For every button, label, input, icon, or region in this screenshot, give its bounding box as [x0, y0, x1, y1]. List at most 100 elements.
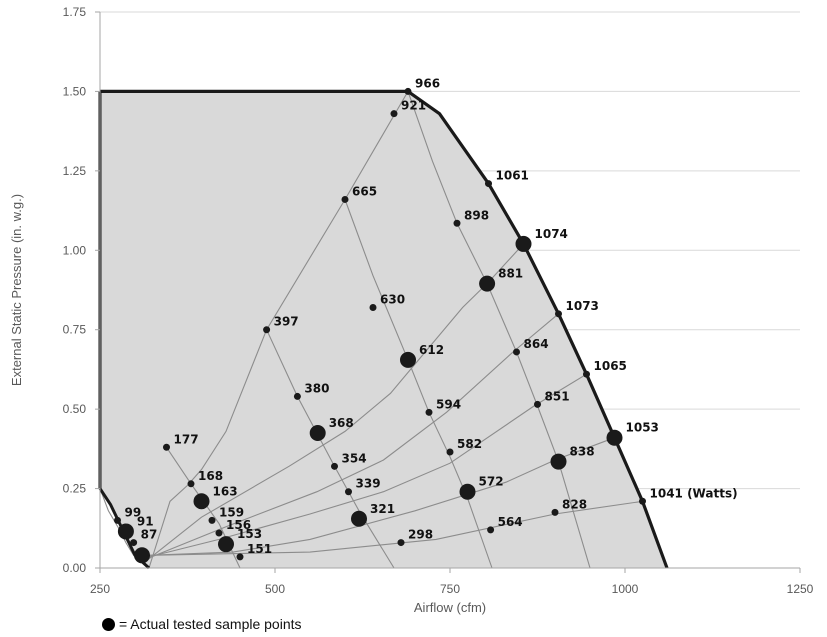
tested-sample-point: [193, 493, 210, 510]
data-point: [163, 443, 170, 451]
data-point: [215, 529, 223, 537]
data-label: 1041 (Watts): [650, 486, 738, 500]
y-tick-label: 0.25: [63, 482, 87, 496]
operating-region: [100, 91, 667, 569]
data-label: 168: [198, 469, 223, 483]
data-point: [639, 497, 646, 505]
data-point: [397, 539, 405, 547]
data-label: 594: [436, 397, 461, 411]
tested-sample-point: [550, 453, 567, 470]
x-tick-label: 1000: [612, 582, 639, 596]
data-label: 564: [498, 515, 523, 529]
x-tick-label: 500: [265, 582, 285, 596]
data-label: 368: [329, 416, 354, 430]
data-label: 921: [401, 99, 426, 113]
data-point: [534, 400, 541, 408]
data-label: 612: [419, 343, 444, 357]
data-label: 87: [141, 528, 158, 542]
data-point: [453, 219, 461, 227]
data-label: 1053: [626, 421, 659, 435]
data-point: [404, 87, 412, 95]
data-label: 159: [219, 505, 244, 519]
axes: 0.00 0.25 0.50 0.75 1.00 1.25 1.50 1.75 250 500 75…: [63, 5, 814, 596]
data-label: 898: [464, 208, 489, 222]
data-label: 1074: [535, 227, 568, 241]
data-point: [263, 326, 271, 334]
y-tick-label: 0.75: [63, 323, 87, 337]
data-label: 1073: [566, 299, 599, 313]
data-point: [551, 508, 559, 516]
performance-curve: [148, 373, 587, 558]
performance-curve: [407, 91, 591, 569]
operating-region-boundary: [100, 89, 669, 569]
tested-sample-point: [351, 510, 367, 527]
data-point: [293, 392, 301, 400]
data-point: [446, 448, 454, 456]
y-tick-label: 1.50: [63, 84, 87, 98]
data-label: 851: [545, 389, 570, 403]
tested-sample-point: [134, 547, 150, 564]
data-point: [390, 110, 398, 118]
data-label: 1065: [594, 359, 627, 373]
data-label: 665: [352, 184, 377, 198]
tested-sample-point: [309, 424, 326, 441]
x-tick-label: 1250: [787, 582, 814, 596]
data-label: 153: [237, 527, 262, 541]
y-tick-label: 0.00: [63, 561, 87, 575]
tested-sample-point: [459, 483, 476, 500]
data-points: [114, 87, 646, 564]
data-point: [583, 370, 590, 378]
data-label: 380: [304, 381, 329, 395]
performance-curve: [147, 313, 559, 560]
data-point: [236, 553, 244, 561]
data-point: [369, 303, 377, 311]
x-tick-label: 250: [90, 582, 110, 596]
data-label: 99: [125, 505, 142, 519]
data-label: 354: [342, 451, 367, 465]
y-tick-label: 1.25: [63, 164, 87, 178]
data-point: [487, 526, 495, 534]
tested-sample-point: [515, 235, 532, 252]
data-label: 156: [226, 518, 251, 532]
data-label: 321: [370, 502, 395, 516]
performance-curve: [148, 91, 409, 569]
y-tick-label: 0.50: [63, 402, 87, 416]
data-label: 630: [380, 292, 405, 306]
data-point: [331, 462, 338, 470]
data-point: [485, 180, 492, 188]
data-label: 864: [524, 337, 549, 351]
x-tick-label: 750: [440, 582, 460, 596]
data-point: [345, 488, 352, 496]
data-label: 397: [274, 315, 299, 329]
data-point: [114, 516, 121, 524]
legend-marker: [102, 617, 115, 631]
y-axis-title: External Static Pressure (in. w.g.): [9, 194, 24, 386]
x-axis-title: Airflow (cfm): [414, 600, 486, 615]
data-label: 966: [415, 76, 440, 90]
performance-curve: [148, 500, 643, 556]
data-point: [513, 348, 520, 356]
data-label: 881: [498, 267, 523, 281]
tested-sample-point: [479, 275, 496, 292]
tested-sample-point: [117, 523, 134, 540]
data-label: 572: [479, 475, 504, 489]
data-point: [208, 516, 216, 524]
point-labels: 966 921 1061 665 898 1074 881 630 1073 397 864 612 1…: [125, 76, 738, 555]
legend: = Actual tested sample points: [102, 616, 302, 632]
y-tick-label: 1.75: [63, 5, 87, 19]
tested-sample-point: [400, 351, 416, 368]
data-label: 91: [137, 514, 154, 528]
tested-sample-point: [606, 429, 623, 446]
data-label: 298: [408, 528, 433, 542]
data-label: 582: [457, 437, 482, 451]
data-point: [341, 195, 349, 203]
data-label: 151: [247, 542, 272, 556]
data-label: 838: [570, 445, 595, 459]
data-point: [425, 408, 433, 416]
data-point: [555, 310, 562, 318]
data-label: 828: [562, 497, 587, 511]
data-point: [187, 480, 195, 488]
y-tick-label: 1.00: [63, 243, 87, 257]
data-label: 1061: [496, 169, 529, 183]
